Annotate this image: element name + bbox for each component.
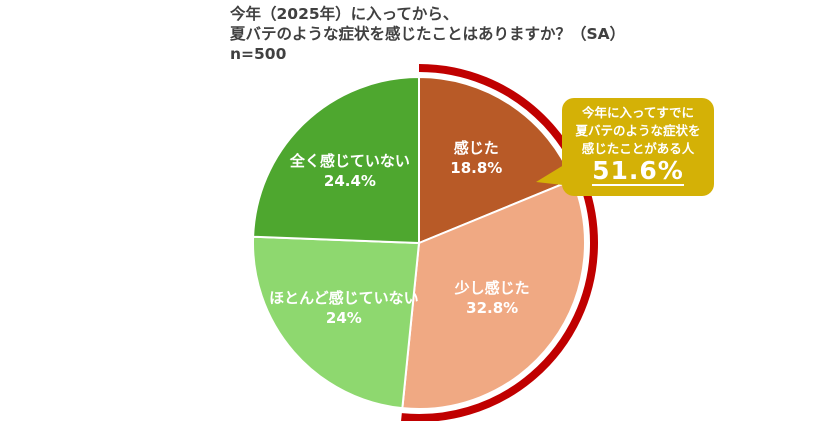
callout-box: 今年に入ってすでに 夏バテのような症状を 感じたことがある人 51.6% [562, 98, 714, 196]
chart-title: 今年（2025年）に入ってから、 夏バテのような症状を感じたことはありますか？（… [230, 4, 625, 64]
pie-slice [252, 75, 420, 245]
slice-label-not-felt: 全く感じていない 24.4% [289, 152, 410, 191]
sample-size: n=500 [230, 45, 287, 63]
pie-slice [401, 178, 586, 410]
title-line-2: 夏バテのような症状を感じたことはありますか？（SA） [230, 25, 626, 43]
pie-slices [252, 75, 586, 410]
callout-value: 51.6% [592, 156, 684, 186]
pie-slice [252, 235, 421, 410]
title-line-1: 今年（2025年）に入ってから、 [230, 5, 459, 23]
slice-label-slightly-felt: 少し感じた 32.8% [454, 278, 530, 317]
callout-line-1: 今年に入ってすでに [581, 105, 694, 120]
slice-label-hardly-felt: ほとんど感じていない 24% [269, 289, 419, 328]
highlight-arc [401, 64, 598, 421]
callout-line-3: 感じたことがある人 [581, 141, 695, 156]
callout-line-2: 夏バテのような症状を [575, 123, 701, 138]
slice-label-felt: 感じた 18.8% [450, 138, 503, 177]
